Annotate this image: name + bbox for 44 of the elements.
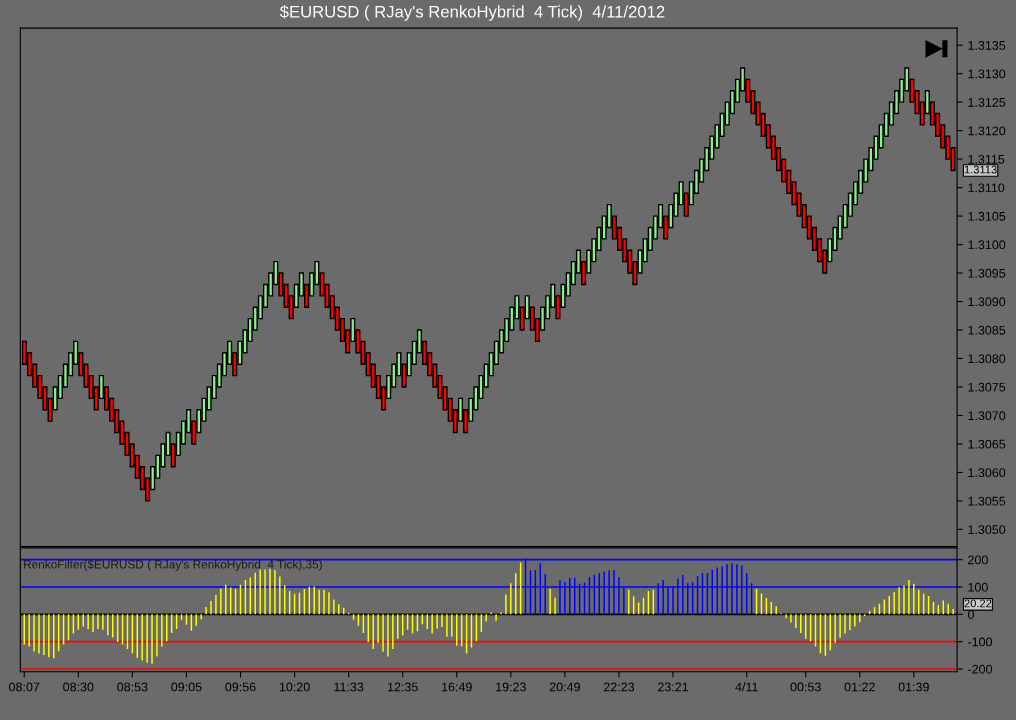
x-tick-label: 20:49 [549,682,580,692]
y-tick-label: 1.3115 [968,154,1005,164]
y-tick-label: 1.3120 [968,126,1006,136]
x-tick-label: 11:33 [334,682,364,692]
x-tick-label: 01:22 [844,682,875,692]
y-tick-label: -100 [968,637,993,647]
y-tick-label: 1.3055 [968,496,1006,506]
y-tick-label: 1.3135 [968,40,1006,50]
y-tick-label: -200 [968,664,993,674]
chart-title: $EURUSD ( RJay's RenkoHybrid 4 Tick) 4/11/2012 [279,5,665,21]
x-tick-label: 08:30 [63,682,94,692]
y-tick-label: 1.3130 [968,69,1006,79]
x-tick-label: 09:56 [225,682,256,692]
y-tick-label: 1.3075 [968,382,1006,392]
x-tick-label: 12:35 [388,682,418,692]
y-tick-label: 1.3080 [968,354,1006,364]
x-tick-label: 23:21 [657,682,689,692]
y-tick-label: 1.3060 [968,468,1006,478]
y-tick-label: 1.3065 [968,439,1006,449]
y-tick-label: 100 [968,582,988,592]
text: 20.22 [964,599,992,608]
y-tick-label: 1.3125 [968,97,1006,107]
x-tick-label: 19:23 [496,682,526,692]
y-tick-label: 1.3050 [968,525,1006,535]
y-tick-label: 1.3105 [968,211,1006,221]
x-tick-label: 00:53 [790,682,821,692]
y-tick-label: 1.3070 [968,411,1006,421]
y-tick-label: 1.3100 [968,240,1006,250]
y-tick-label: 0 [967,610,974,619]
x-tick-label: 10:20 [279,682,310,692]
y-tick-label: 1.3095 [968,268,1006,278]
y-tick-label: 1.3090 [968,297,1006,307]
x-tick-label: 01:39 [898,682,929,692]
x-tick-label: 4/11 [735,682,758,692]
text: 1.3113 [964,165,997,174]
x-tick-label: 22:23 [603,682,635,692]
x-tick-label: 09:05 [171,682,202,692]
text: RenkoFilter($EURUSD ( RJay's RenkoHybrid 4 Tick),35) [24,559,322,571]
x-tick-label: 16:49 [442,682,472,692]
y-tick-label: 1.3085 [968,325,1006,335]
y-tick-label: 200 [968,555,988,565]
y-tick-label: 1.3110 [968,183,1005,193]
x-tick-label: 08:07 [9,682,40,692]
x-tick-label: 08:53 [117,682,148,692]
